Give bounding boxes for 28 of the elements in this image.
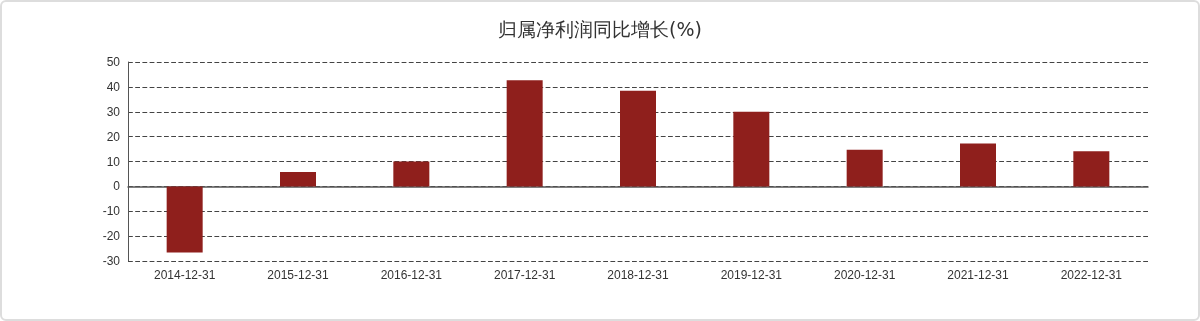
x-tick-label: 2019-12-31 <box>720 268 783 282</box>
x-tick-label: 2022-12-31 <box>1060 268 1123 282</box>
bar <box>166 186 203 253</box>
y-tick-label: 30 <box>106 104 121 119</box>
bar <box>506 80 543 187</box>
bar <box>1073 151 1110 187</box>
chart-title: 归属净利润同比增长(%) <box>498 17 702 40</box>
y-tick-label: -20 <box>102 229 121 244</box>
x-tick-label: 2018-12-31 <box>607 268 670 282</box>
bar <box>393 161 430 187</box>
bar <box>733 111 770 187</box>
bar <box>620 90 656 187</box>
x-tick-label: 2015-12-31 <box>267 268 330 282</box>
y-tick-label: 10 <box>106 154 121 169</box>
y-tick-label: 0 <box>113 179 121 194</box>
x-tick-label: 2014-12-31 <box>153 268 216 282</box>
y-tick-label: -10 <box>102 204 121 219</box>
y-tick-label: 50 <box>106 55 121 69</box>
y-tick-label: -30 <box>102 254 121 268</box>
bar <box>960 143 996 187</box>
y-tick-label: 20 <box>106 129 121 144</box>
bar <box>280 171 316 187</box>
x-tick-label: 2017-12-31 <box>493 268 556 282</box>
x-tick-label: 2016-12-31 <box>380 268 443 282</box>
y-tick-label: 40 <box>106 79 121 94</box>
bar <box>846 149 883 187</box>
x-tick-label: 2020-12-31 <box>833 268 896 282</box>
x-tick-label: 2021-12-31 <box>947 268 1010 282</box>
